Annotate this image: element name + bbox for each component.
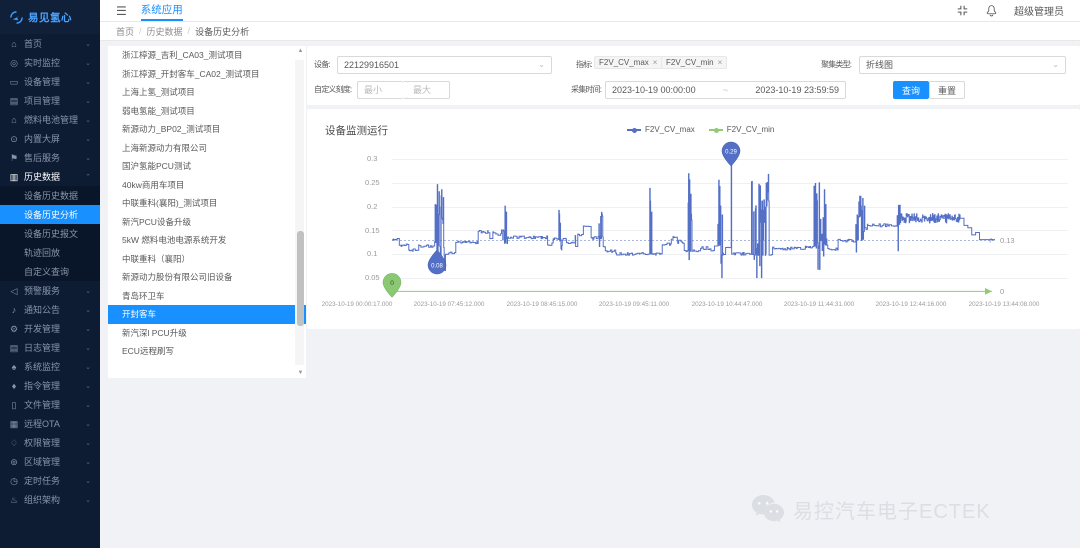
- svg-text:0.08: 0.08: [431, 264, 443, 270]
- svg-text:0: 0: [390, 280, 394, 287]
- svg-text:0.29: 0.29: [725, 150, 737, 156]
- svg-text:0: 0: [1000, 287, 1004, 296]
- svg-text:0.13: 0.13: [1000, 236, 1015, 245]
